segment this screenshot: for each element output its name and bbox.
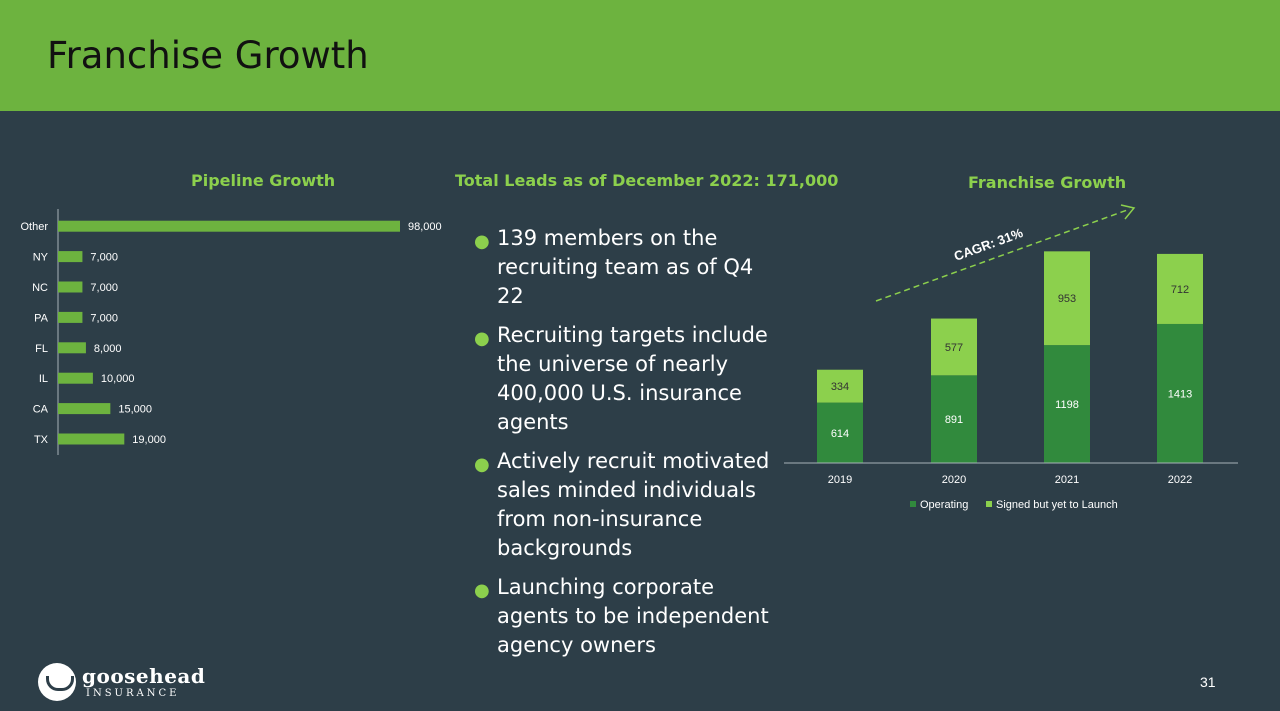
pipeline-category-label: FL (35, 343, 48, 355)
total-leads-title: Total Leads as of December 2022: 171,000 (455, 171, 839, 190)
pipeline-bar (58, 433, 125, 445)
cagr-arrow-head-icon (1120, 204, 1136, 220)
goose-icon (38, 663, 76, 701)
signed-bar (817, 369, 863, 403)
franchise-growth-chart: 614 334 2019 891 577 2020 1198 953 2021 1413 712 20… (784, 204, 1238, 511)
bullet-dot-icon: ● (474, 231, 490, 252)
operating-bar (1044, 345, 1090, 463)
bullet-dot-icon: ● (474, 580, 490, 601)
operating-bar (1157, 323, 1203, 463)
legend-label: Operating (920, 499, 968, 511)
operating-bar (817, 402, 863, 463)
bullet-item: ● Recruiting targets include the universe… (474, 321, 774, 437)
year-tick-label: 2019 (828, 474, 852, 486)
pipeline-category-label: CA (33, 404, 49, 416)
key-points-list: ● 139 members on the recruiting team as o… (474, 224, 774, 670)
page-title: Franchise Growth (47, 34, 369, 77)
pipeline-category-label: IL (39, 373, 48, 385)
pipeline-growth-title: Pipeline Growth (191, 171, 336, 190)
bullet-item: ● Launching corporate agents to be indepe… (474, 573, 774, 660)
legend-swatch (986, 501, 992, 507)
pipeline-value-label: 8,000 (94, 343, 122, 355)
bullet-text: Launching corporate agents to be indepen… (497, 575, 769, 657)
bullet-text: 139 members on the recruiting team as of… (497, 226, 754, 308)
title-banner: Franchise Growth (0, 0, 1280, 111)
year-tick-label: 2022 (1168, 474, 1192, 486)
signed-bar (1044, 251, 1090, 346)
pipeline-category-label: NY (33, 252, 49, 264)
pipeline-bar (58, 281, 83, 293)
bullet-item: ● 139 members on the recruiting team as o… (474, 224, 774, 311)
year-tick-label: 2020 (942, 474, 966, 486)
franchise-growth-title: Franchise Growth (968, 173, 1127, 192)
signed-value-label: 953 (1058, 293, 1076, 305)
pipeline-value-label: 10,000 (101, 373, 135, 385)
pipeline-bar (58, 342, 86, 354)
bullet-dot-icon: ● (474, 328, 490, 349)
logo-name: goosehead (82, 664, 206, 688)
operating-value-label: 1413 (1168, 388, 1192, 400)
pipeline-bar (58, 311, 83, 323)
operating-value-label: 614 (831, 428, 849, 440)
signed-value-label: 577 (945, 342, 963, 354)
cagr-label: CAGR: 31% (952, 225, 1025, 264)
goosehead-logo: goosehead INSURANCE (38, 663, 205, 703)
pipeline-growth-chart: Other 98,000 NY 7,000 NC 7,000 PA 7,000 FL 8,000 I… (20, 209, 442, 455)
pipeline-value-label: 98,000 (408, 221, 442, 233)
bullet-item: ● Actively recruit motivated sales minded… (474, 447, 774, 563)
operating-value-label: 891 (945, 414, 963, 426)
signed-value-label: 334 (831, 381, 849, 393)
signed-bar (931, 318, 977, 376)
pipeline-value-label: 7,000 (90, 282, 118, 294)
year-tick-label: 2021 (1055, 474, 1079, 486)
pipeline-category-label: Other (20, 221, 48, 233)
pipeline-bar (58, 403, 111, 415)
bullet-text: Recruiting targets include the universe … (497, 323, 768, 434)
bullet-text: Actively recruit motivated sales minded … (497, 449, 770, 560)
pipeline-value-label: 7,000 (90, 312, 118, 324)
pipeline-category-label: NC (32, 282, 48, 294)
signed-bar (1157, 253, 1203, 324)
cagr-arrow-line (875, 208, 1131, 302)
pipeline-category-label: TX (34, 434, 49, 446)
pipeline-value-label: 7,000 (90, 252, 118, 264)
signed-value-label: 712 (1171, 284, 1189, 296)
pipeline-value-label: 15,000 (118, 404, 152, 416)
pipeline-bar (58, 251, 83, 263)
logo-subtitle: INSURANCE (86, 688, 180, 699)
page-number: 31 (1200, 674, 1216, 690)
pipeline-bar (58, 220, 400, 232)
legend-swatch (910, 501, 916, 507)
pipeline-value-label: 19,000 (132, 434, 166, 446)
pipeline-bar (58, 372, 93, 384)
legend-label: Signed but yet to Launch (996, 499, 1118, 511)
pipeline-category-label: PA (34, 312, 49, 324)
operating-value-label: 1198 (1055, 399, 1079, 411)
operating-bar (931, 375, 977, 463)
bullet-dot-icon: ● (474, 454, 490, 475)
